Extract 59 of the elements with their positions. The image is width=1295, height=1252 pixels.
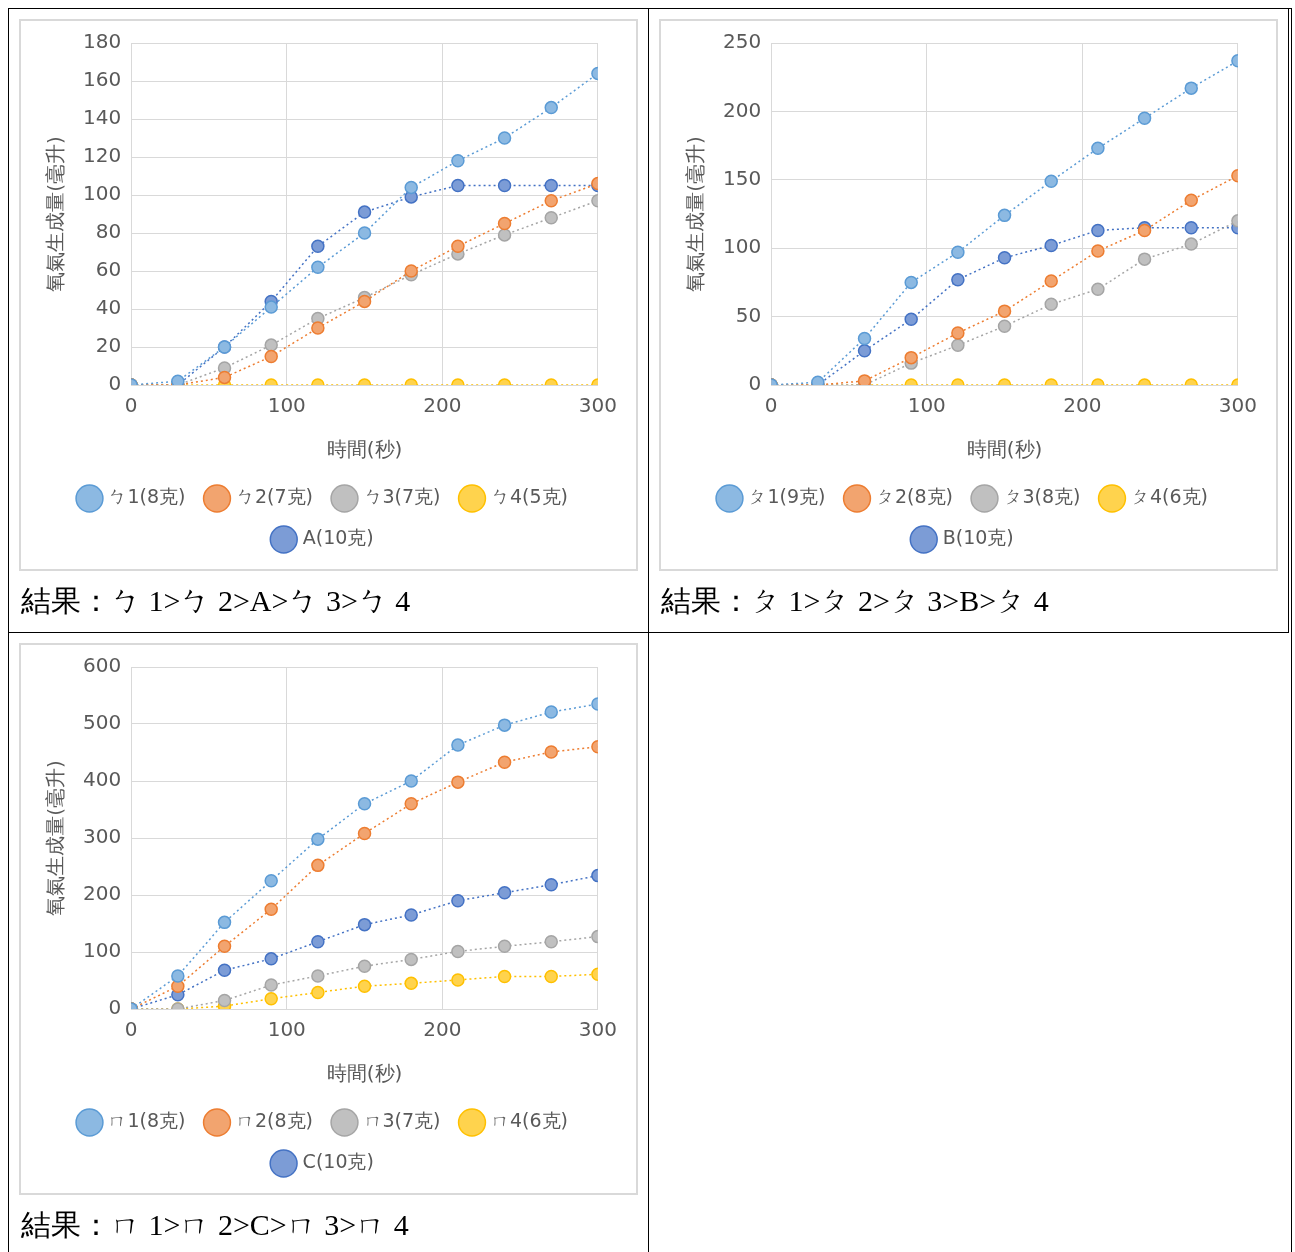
y-tick-label: 100 bbox=[82, 938, 122, 963]
y-tick-label: 200 bbox=[82, 881, 122, 906]
y-tick-label: 0 bbox=[108, 371, 122, 396]
y-tick-label: 600 bbox=[82, 653, 122, 678]
y-tick-label: 0 bbox=[108, 995, 122, 1020]
x-tick-label: 300 bbox=[578, 393, 618, 418]
y-axis-title: 氧氣生成量(毫升) bbox=[43, 136, 68, 292]
legend-label: ㄇ1(8克) bbox=[108, 1109, 186, 1132]
text: 結果：ㄆ 1>ㄆ 2>ㄆ 3>B>ㄆ 4 bbox=[660, 583, 1050, 619]
legend-label: ㄆ2(8克) bbox=[876, 485, 954, 508]
y-tick-label: 60 bbox=[95, 257, 122, 282]
x-tick-label: 300 bbox=[1218, 393, 1258, 418]
x-axis-title: 時間(秒) bbox=[966, 437, 1043, 462]
x-tick-label: 100 bbox=[267, 393, 306, 418]
legend-label: ㄇ3(7克) bbox=[363, 1109, 441, 1132]
legend-label: ㄅ4(5克) bbox=[491, 485, 569, 508]
x-tick-label: 200 bbox=[1063, 393, 1102, 418]
x-axis-title: 時間(秒) bbox=[326, 1061, 403, 1086]
x-tick-label: 0 bbox=[764, 393, 778, 418]
y-tick-label: 140 bbox=[82, 105, 122, 130]
legend-label: ㄅ2(7克) bbox=[236, 485, 314, 508]
legend-label: ㄆ3(8克) bbox=[1003, 485, 1081, 508]
legend-label: A(10克) bbox=[302, 526, 374, 549]
x-tick-label: 300 bbox=[578, 1017, 618, 1042]
y-tick-label: 500 bbox=[82, 710, 122, 735]
text: 結果：ㄅ 1>ㄅ 2>A>ㄅ 3>ㄅ 4 bbox=[20, 583, 412, 619]
x-tick-label: 200 bbox=[423, 393, 462, 418]
y-axis-title: 氧氣生成量(毫升) bbox=[43, 760, 68, 916]
legend-label: C(10克) bbox=[302, 1150, 374, 1173]
y-tick-label: 250 bbox=[722, 29, 762, 54]
y-tick-label: 40 bbox=[95, 295, 122, 320]
y-tick-label: 120 bbox=[82, 143, 122, 168]
y-tick-label: 20 bbox=[95, 333, 122, 358]
x-axis-title: 時間(秒) bbox=[326, 437, 403, 462]
y-tick-label: 100 bbox=[722, 234, 762, 259]
y-tick-label: 300 bbox=[82, 824, 122, 849]
y-tick-label: 50 bbox=[735, 302, 762, 327]
legend-label: ㄇ2(8克) bbox=[236, 1109, 314, 1132]
y-tick-label: 80 bbox=[95, 219, 122, 244]
y-tick-label: 200 bbox=[722, 97, 762, 122]
legend-label: ㄅ1(8克) bbox=[108, 485, 186, 508]
y-tick-label: 400 bbox=[82, 767, 122, 792]
x-tick-label: 100 bbox=[907, 393, 946, 418]
x-tick-label: 100 bbox=[267, 1017, 306, 1042]
legend-label: ㄇ4(6克) bbox=[491, 1109, 569, 1132]
y-tick-label: 150 bbox=[722, 166, 762, 190]
y-tick-label: 0 bbox=[748, 371, 762, 396]
x-tick-label: 0 bbox=[124, 1017, 138, 1042]
legend-label: ㄅ3(7克) bbox=[363, 485, 441, 508]
legend-label: ㄆ4(6克) bbox=[1131, 485, 1209, 508]
y-axis-title: 氧氣生成量(毫升) bbox=[683, 136, 708, 292]
x-tick-label: 200 bbox=[423, 1017, 462, 1042]
y-tick-label: 100 bbox=[82, 181, 122, 206]
text: 結果：ㄇ 1>ㄇ 2>C>ㄇ 3>ㄇ 4 bbox=[20, 1207, 410, 1243]
y-tick-label: 160 bbox=[82, 67, 122, 92]
legend-label: ㄆ1(9克) bbox=[748, 485, 826, 508]
x-tick-label: 0 bbox=[124, 393, 138, 418]
legend-label: B(10克) bbox=[942, 526, 1014, 549]
y-tick-label: 180 bbox=[82, 29, 122, 54]
